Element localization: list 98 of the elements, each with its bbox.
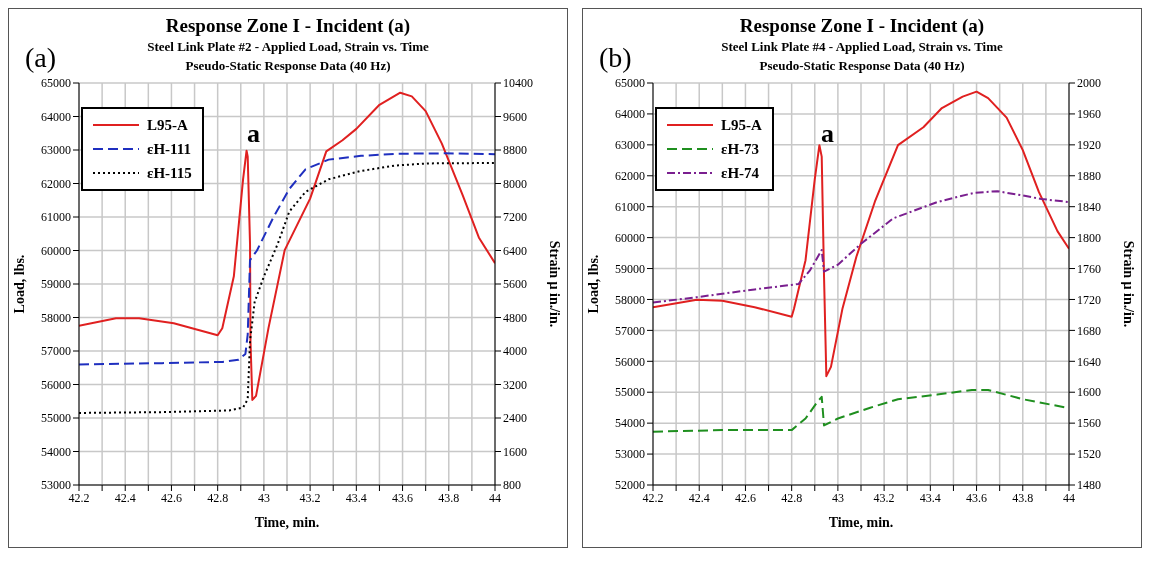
x-tick-label: 42.4 [688, 490, 710, 505]
y2-tick-label: 1640 [1077, 354, 1101, 369]
x-tick-label: 43.2 [299, 490, 321, 505]
y-tick-label: 54000 [615, 416, 645, 431]
line-series [653, 90, 1069, 378]
y2-tick-label: 1840 [1077, 199, 1101, 214]
y2-tick-label: 1720 [1077, 292, 1101, 307]
y-tick-label: 54000 [41, 444, 71, 459]
y-tick-label: 60000 [41, 243, 71, 258]
y2-tick-label: 1560 [1077, 416, 1101, 431]
y-tick-label: 62000 [615, 169, 645, 184]
x-tick-label: 43.6 [392, 490, 414, 505]
y2-tick-label: 6400 [503, 243, 527, 258]
y-tick-label: 53000 [615, 447, 645, 462]
legend-label: L95-A [721, 116, 762, 134]
y-tick-label: 65000 [41, 76, 71, 91]
y2-tick-label: 7200 [503, 210, 527, 225]
x-axis-title: Time, min. [828, 515, 894, 530]
annotation: a [821, 119, 834, 149]
y-tick-label: 55000 [615, 385, 645, 400]
chart-subtitle: Steel Link Plate #4 - Applied Load, Strain vs. Time Pseudo-Static Response Data (40 Hz) [721, 39, 1003, 73]
y2-tick-label: 1600 [1077, 385, 1101, 400]
y-axis-title: Load, lbs. [11, 254, 27, 314]
chart-title: Response Zone I - Incident (a) [738, 15, 986, 37]
x-tick-label: 42.6 [160, 490, 182, 505]
x-tick-label: 42.8 [207, 490, 229, 505]
y-tick-label: 56000 [615, 354, 645, 369]
x-tick-label: 43 [831, 490, 844, 505]
x-tick-label: 43.8 [438, 490, 460, 505]
line-series [79, 91, 495, 401]
legend-label: εH-111 [147, 140, 191, 158]
legend-label: εH-115 [147, 164, 192, 182]
y2-tick-label: 1760 [1077, 261, 1101, 276]
y2-tick-label: 1800 [1077, 230, 1101, 245]
legend-label: εH-74 [721, 164, 760, 182]
legend-label: εH-73 [721, 140, 760, 158]
y2-tick-label: 1880 [1077, 169, 1101, 184]
text: (a) [25, 42, 57, 73]
y2-tick-label: 1480 [1077, 478, 1101, 493]
y-axis-title: Load, lbs. [585, 254, 601, 314]
x-tick-label: 43 [257, 490, 270, 505]
y2-tick-label: 1600 [503, 444, 527, 459]
x-tick-label: 43.6 [966, 490, 988, 505]
annotation: a [247, 119, 260, 149]
y2-tick-label: 9600 [503, 109, 527, 124]
y-tick-label: 61000 [41, 210, 71, 225]
y-tick-label: 63000 [41, 143, 71, 158]
y-tick-label: 62000 [41, 176, 71, 191]
y2-tick-label: 1680 [1077, 323, 1101, 338]
x-tick-label: 42.6 [734, 490, 756, 505]
y2-tick-label: 4800 [503, 310, 527, 325]
y2-tick-label: 10400 [503, 76, 533, 91]
y-tick-label: 53000 [41, 478, 71, 493]
y-tick-label: 59000 [41, 277, 71, 292]
chart-title: Response Zone I - Incident (a) [164, 15, 412, 37]
line-series [79, 152, 495, 366]
y-tick-label: 52000 [615, 478, 645, 493]
y-tick-label: 61000 [615, 199, 645, 214]
y-tick-label: 60000 [615, 230, 645, 245]
x-tick-label: 43.4 [345, 490, 367, 505]
y-tick-label: 55000 [41, 411, 71, 426]
x-tick-label: 42.8 [781, 490, 803, 505]
y-tick-label: 57000 [41, 344, 71, 359]
y-tick-label: 57000 [615, 323, 645, 338]
y2-axis-title: Strain μ in./in. [1121, 240, 1137, 328]
y-tick-label: 58000 [615, 292, 645, 307]
x-tick-label: 43.4 [919, 490, 941, 505]
y2-tick-label: 8000 [503, 176, 527, 191]
y2-axis-title: Strain μ in./in. [547, 240, 563, 328]
x-tick-label: 42.4 [114, 490, 136, 505]
line-series [653, 190, 1069, 304]
y2-tick-label: 1960 [1077, 107, 1101, 122]
text: (b) [599, 42, 632, 73]
y2-tick-label: 4000 [503, 344, 527, 359]
y-tick-label: 63000 [615, 138, 645, 153]
chart-subtitle: Steel Link Plate #2 - Applied Load, Strain vs. Time Pseudo-Static Response Data (40 Hz) [147, 39, 429, 73]
y2-tick-label: 2400 [503, 411, 527, 426]
x-tick-label: 43.2 [873, 490, 895, 505]
y-tick-label: 56000 [41, 377, 71, 392]
y-tick-label: 58000 [41, 310, 71, 325]
y2-tick-label: 800 [503, 478, 521, 493]
x-tick-label: 44 [489, 490, 501, 505]
y2-tick-label: 1920 [1077, 138, 1101, 153]
x-tick-label: 44 [1063, 490, 1075, 505]
y-tick-label: 64000 [41, 109, 71, 124]
y2-tick-label: 3200 [503, 377, 527, 392]
y2-tick-label: 8800 [503, 143, 527, 158]
y2-tick-label: 2000 [1077, 76, 1101, 91]
x-axis-title: Time, min. [254, 515, 320, 530]
legend-label: L95-A [147, 116, 188, 134]
y2-tick-label: 5600 [503, 277, 527, 292]
x-tick-label: 42.2 [642, 490, 664, 505]
x-tick-label: 42.2 [68, 490, 90, 505]
y-tick-label: 59000 [615, 261, 645, 276]
x-tick-label: 43.8 [1012, 490, 1034, 505]
y-tick-label: 65000 [615, 76, 645, 91]
y2-tick-label: 1520 [1077, 447, 1101, 462]
y-tick-label: 64000 [615, 107, 645, 122]
